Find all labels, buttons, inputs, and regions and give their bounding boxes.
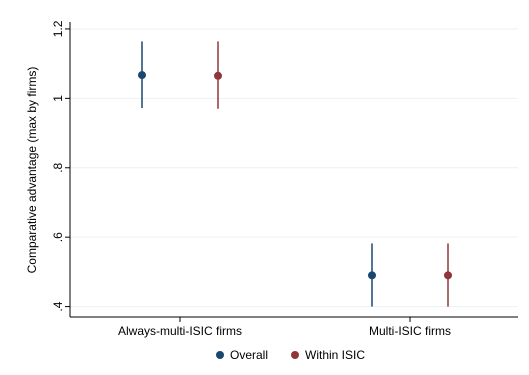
x-tick-label-0: Always-multi-ISIC firms (118, 324, 242, 338)
data-point-overall-1 (368, 271, 376, 280)
x-ticks: Always-multi-ISIC firms Multi-ISIC firms (118, 317, 451, 338)
data-point-overall-0 (138, 71, 146, 80)
grid-lines (70, 28, 518, 308)
y-tick-label-4: 1.2 (51, 20, 65, 37)
data-point-within-isic-1 (444, 271, 452, 280)
y-axis-label: Comparative advantage (max by firms) (25, 67, 39, 274)
legend-marker-overall (216, 351, 224, 359)
y-ticks: .4 .6 .8 1 1.2 (51, 20, 70, 312)
legend-marker-within-isic (291, 351, 299, 359)
data-point-within-isic-0 (214, 71, 222, 80)
y-tick-label-0: .4 (51, 301, 65, 311)
axes (69, 22, 518, 318)
x-tick-label-1: Multi-ISIC firms (369, 324, 451, 338)
y-tick-label-1: .6 (51, 232, 65, 242)
legend-label-overall: Overall (230, 348, 268, 362)
legend-label-within-isic: Within ISIC (305, 348, 365, 362)
y-tick-label-2: .8 (51, 162, 65, 172)
y-tick-label-3: 1 (51, 95, 65, 102)
legend: Overall Within ISIC (216, 348, 365, 362)
data-series (138, 41, 452, 307)
